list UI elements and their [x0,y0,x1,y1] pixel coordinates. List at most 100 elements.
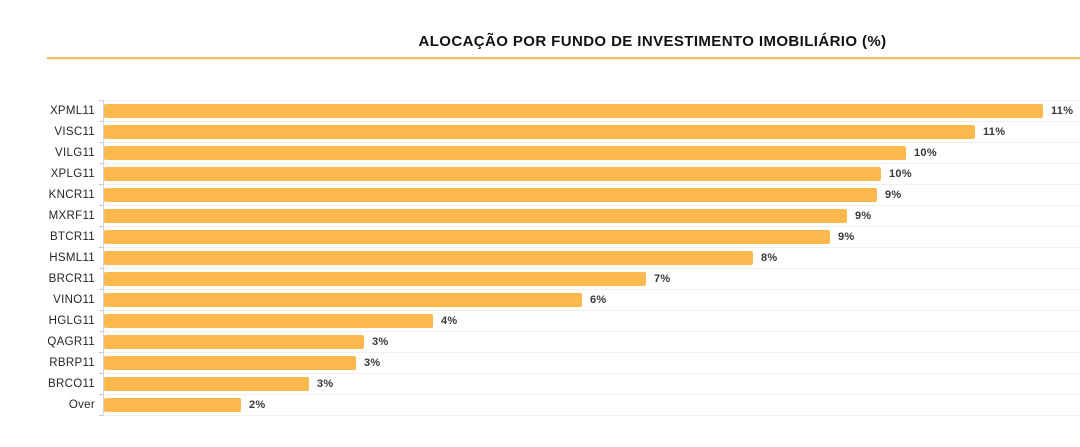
gridline [103,184,1080,185]
value-label: 6% [590,293,607,306]
axis-tick [99,205,103,206]
bar [104,376,309,391]
value-label: 3% [372,335,389,348]
bar-row: BTCR11 9% [0,226,1080,247]
bar-row: VINO11 6% [0,289,1080,310]
axis-tick [99,100,103,101]
gridline [103,331,1080,332]
axis-tick [99,163,103,164]
bar [104,166,881,181]
value-label: 11% [1051,104,1074,117]
category-label: Over [68,398,95,411]
category-label: KNCR11 [48,188,95,201]
gridline [103,142,1080,143]
category-label: BTCR11 [49,230,95,243]
value-label: 3% [364,356,381,369]
bar-row: RBRP11 3% [0,352,1080,373]
axis-tick [99,184,103,185]
bar-row: BRCO11 3% [0,373,1080,394]
axis-tick [99,373,103,374]
bar [104,187,877,202]
bar-row: XPLG11 10% [0,163,1080,184]
axis-tick [99,226,103,227]
axis-tick [99,415,103,416]
bar-row: VISC11 11% [0,121,1080,142]
gridline [103,247,1080,248]
value-label: 8% [761,251,778,264]
horizontal-bar-chart: XPML11 11% VISC11 11% VILG11 10% XPLG11 … [0,100,1080,436]
category-label: RBRP11 [49,356,95,369]
bar [104,271,646,286]
value-label: 11% [983,125,1006,138]
bar-track: 7% [104,271,1080,286]
bar-track: 11% [104,103,1080,118]
bar-row: HSML11 8% [0,247,1080,268]
gridline [103,310,1080,311]
bar-track: 4% [104,313,1080,328]
bar-row: QAGR11 3% [0,331,1080,352]
value-label: 9% [885,188,902,201]
chart-title: ALOCAÇÃO POR FUNDO DE INVESTIMENTO IMOBI… [418,33,887,50]
axis-tick [99,142,103,143]
gridline [103,352,1080,353]
bar-track: 3% [104,334,1080,349]
category-label: VISC11 [54,125,95,138]
axis-tick [99,268,103,269]
title-underline-rule [47,57,1080,59]
bar-row: XPML11 11% [0,100,1080,121]
axis-tick [99,289,103,290]
axis-tick [99,352,103,353]
bar [104,397,241,412]
gridline [103,394,1080,395]
y-axis-line [103,100,104,415]
axis-tick [99,121,103,122]
category-label: BRCR11 [48,272,95,285]
bar [104,250,753,265]
bar-row: Over 2% [0,394,1080,415]
bar-track: 3% [104,376,1080,391]
category-label: QAGR11 [47,335,95,348]
category-label: XPLG11 [50,167,95,180]
category-label: XPML11 [49,104,95,117]
value-label: 10% [914,146,937,159]
bar-track: 10% [104,166,1080,181]
axis-tick [99,394,103,395]
bar-track: 10% [104,145,1080,160]
bar-row: BRCR11 7% [0,268,1080,289]
value-label: 10% [889,167,912,180]
gridline [103,121,1080,122]
bar [104,292,582,307]
axis-tick [99,310,103,311]
value-label: 2% [249,398,266,411]
bar [104,334,364,349]
bar [104,145,906,160]
value-label: 3% [317,377,334,390]
category-label: VILG11 [55,146,95,159]
bar-track: 9% [104,187,1080,202]
bar [104,313,433,328]
gridlines-layer [99,100,1080,416]
value-label: 4% [441,314,458,327]
gridline [103,100,1080,101]
bar-row: VILG11 10% [0,142,1080,163]
gridline [103,163,1080,164]
bar-track: 8% [104,250,1080,265]
category-label: HSML11 [49,251,95,264]
axis-tick [99,331,103,332]
bar-track: 9% [104,229,1080,244]
bar-track: 9% [104,208,1080,223]
value-label: 9% [855,209,872,222]
category-label: BRCO11 [48,377,95,390]
gridline [103,205,1080,206]
bar-row: HGLG11 4% [0,310,1080,331]
value-label: 9% [838,230,855,243]
value-label: 7% [654,272,671,285]
axis-tick [99,247,103,248]
bar-track: 11% [104,124,1080,139]
gridline [103,289,1080,290]
category-label: MXRF11 [48,209,95,222]
category-label: VINO11 [53,293,95,306]
gridline [103,415,1080,416]
bar [104,208,847,223]
